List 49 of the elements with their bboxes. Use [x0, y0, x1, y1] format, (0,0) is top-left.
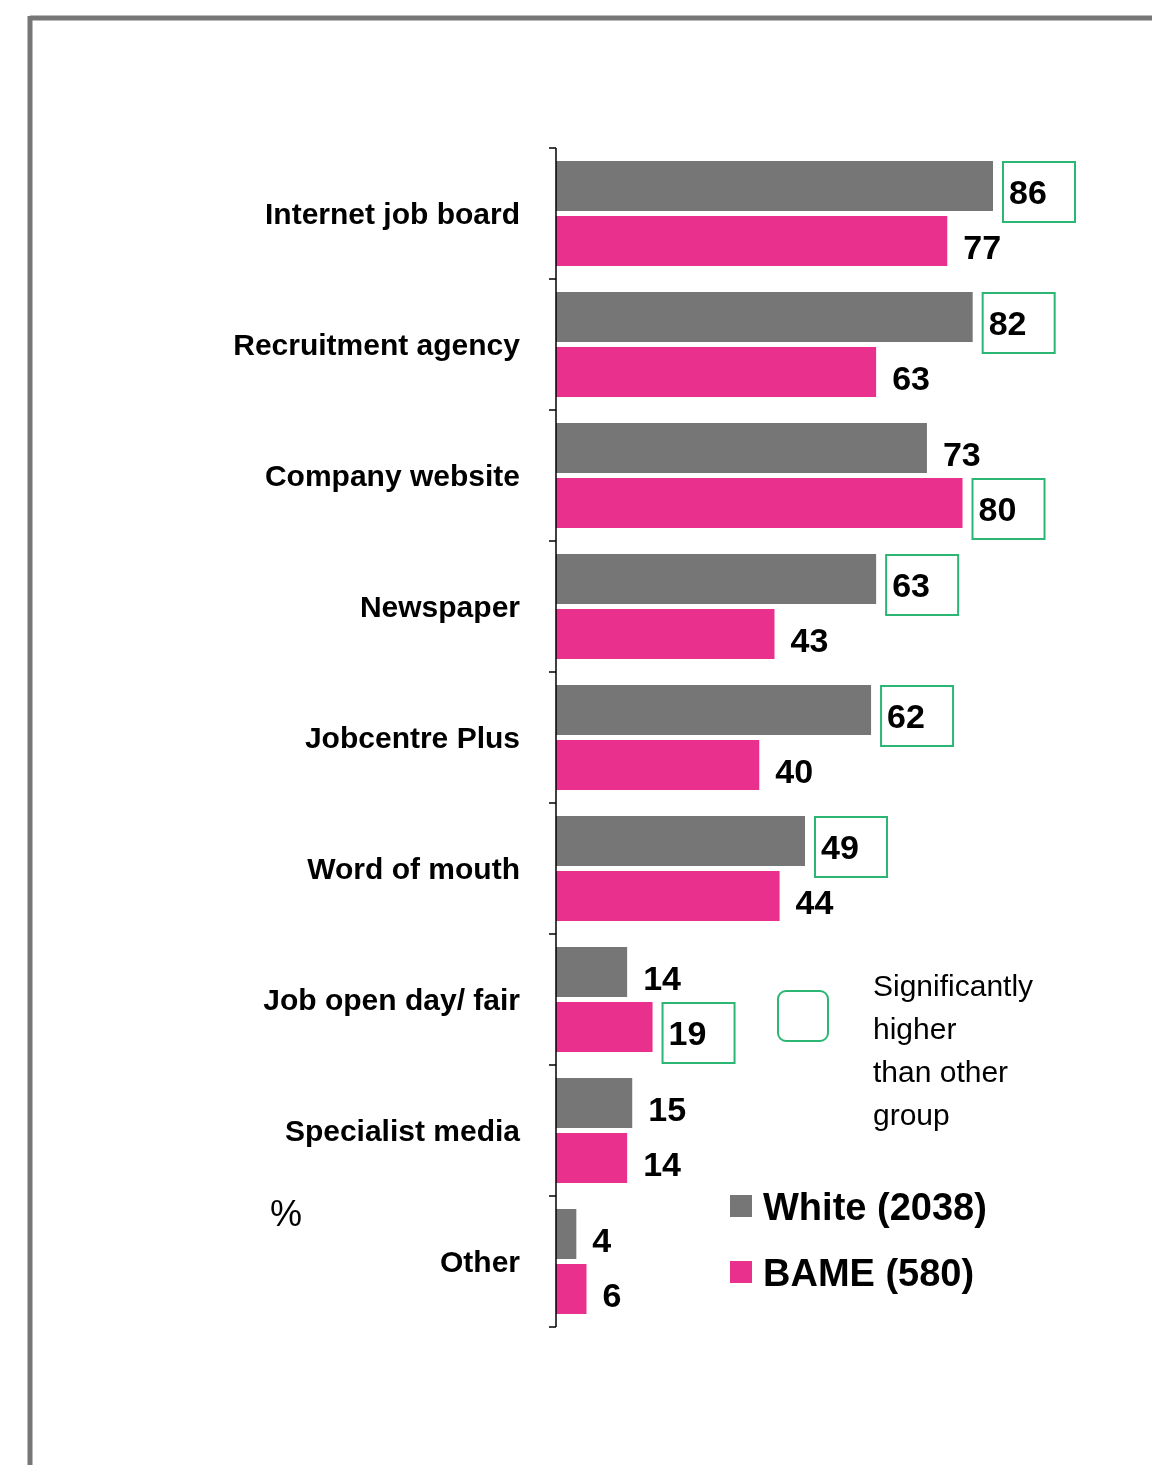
- bar: [556, 216, 948, 266]
- bar: [556, 947, 628, 997]
- y-tick-label: Other: [439, 1245, 521, 1278]
- y-tick-label: Recruitment agency: [233, 328, 521, 361]
- annotation: 86: [1009, 173, 1047, 211]
- y-tick-label: Internet job board: [265, 197, 520, 230]
- y-tick-label: Company website: [264, 459, 520, 492]
- bar: [556, 609, 775, 659]
- data-label: 63: [892, 359, 930, 397]
- data-label: 14: [643, 1145, 682, 1183]
- y-tick-label: Job open day/ fair: [263, 983, 521, 1016]
- data-label: 40: [775, 752, 814, 790]
- legend-label: BAME (580): [763, 1252, 975, 1294]
- bar: [556, 1133, 628, 1183]
- data-label: 77: [963, 228, 1002, 266]
- bar: [556, 478, 963, 528]
- legend-label: White (2038): [763, 1186, 987, 1228]
- bar: [556, 1209, 577, 1259]
- bar: [556, 871, 780, 921]
- annotation: 82: [988, 304, 1027, 342]
- bar: [556, 292, 973, 342]
- y-tick-label: Specialist media: [284, 1114, 521, 1147]
- data-label: 44: [795, 883, 834, 921]
- annotation: Significantly higher than other group: [873, 969, 1034, 1131]
- annotation: 19: [668, 1014, 707, 1052]
- data-label: 43: [790, 621, 829, 659]
- y-tick-label: Newspaper: [359, 590, 521, 623]
- annotation: 63: [892, 566, 930, 604]
- data-label: 6: [602, 1276, 622, 1314]
- bar: [556, 685, 872, 735]
- y-tick-label: Jobcentre Plus: [304, 721, 520, 754]
- bar: [556, 1264, 587, 1314]
- bar: [556, 554, 877, 604]
- annotation: 49: [820, 828, 859, 866]
- data-label: 4: [592, 1221, 612, 1259]
- bar: [556, 423, 927, 473]
- bar: [556, 816, 805, 866]
- data-label: 14: [643, 959, 682, 997]
- bar: [556, 740, 760, 790]
- bar: [556, 1002, 653, 1052]
- data-label: 15: [648, 1090, 687, 1128]
- bar: [556, 1078, 633, 1128]
- data-label: 73: [942, 435, 981, 473]
- bar: [556, 347, 877, 397]
- text: %: [269, 1192, 303, 1234]
- bar: [556, 161, 993, 211]
- annotation: 62: [887, 697, 925, 735]
- annotation: 80: [978, 490, 1017, 528]
- y-tick-label: Word of mouth: [307, 852, 520, 885]
